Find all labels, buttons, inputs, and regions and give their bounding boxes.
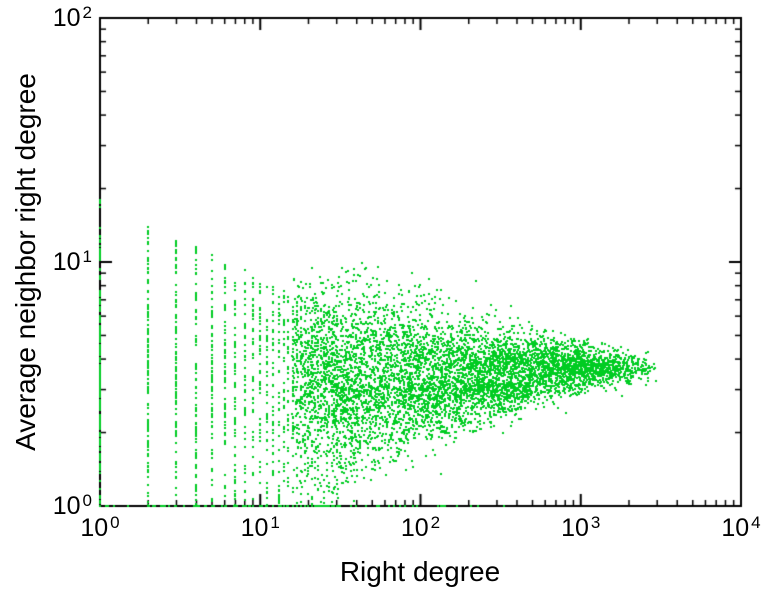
x-tick-label: 10 2	[400, 513, 441, 542]
x-tick-label: 10 1	[240, 513, 280, 542]
y-tick-label: 10 2	[52, 2, 92, 32]
y-tick-label: 10 1	[52, 246, 92, 276]
x-tick-label: 10 4	[721, 513, 761, 542]
x-tick-label: 10 3	[561, 513, 601, 542]
y-tick-label: 10 0	[52, 490, 92, 520]
x-axis-label: Right degree	[339, 556, 501, 587]
x-tick-label: 10 0	[80, 513, 120, 542]
